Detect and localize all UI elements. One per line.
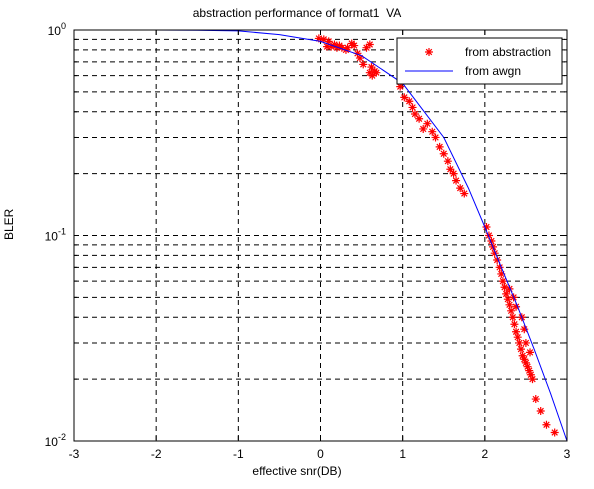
abstraction-point <box>512 302 521 311</box>
abstraction-point <box>405 97 414 106</box>
abstraction-point <box>359 60 368 69</box>
x-tick-label: 0 <box>317 447 324 461</box>
abstraction-point <box>521 338 530 347</box>
abstraction-point <box>400 93 409 102</box>
abstraction-point <box>439 149 448 158</box>
abstraction-point <box>525 366 534 375</box>
abstraction-point <box>452 176 461 185</box>
abstraction-point <box>368 71 377 80</box>
abstraction-point <box>523 362 532 371</box>
abstraction-point <box>435 142 444 151</box>
abstraction-point <box>518 351 527 360</box>
abstraction-point <box>498 277 507 286</box>
abstraction-point <box>428 127 437 136</box>
abstraction-point <box>456 184 465 193</box>
abstraction-point <box>495 263 504 272</box>
abstraction-point <box>365 40 374 49</box>
abstraction-point <box>319 35 328 44</box>
abstraction-point <box>323 42 332 51</box>
data-series <box>74 29 568 442</box>
abstraction-point <box>531 395 540 404</box>
abstraction-point <box>423 119 432 128</box>
abstraction-point <box>415 114 424 123</box>
y-tick-label: 10-2 <box>45 432 66 449</box>
x-tick-label: -2 <box>151 447 162 461</box>
abstraction-point <box>500 283 509 292</box>
abstraction-point <box>512 327 521 336</box>
legend-label: from awgn <box>465 64 521 78</box>
abstraction-point <box>497 269 506 278</box>
legend: from abstraction from awgn <box>396 37 563 85</box>
x-axis-label: effective snr(DB) <box>252 464 342 478</box>
chart-title: abstraction performance of format1 VA <box>192 6 402 20</box>
abstraction-point <box>449 169 458 178</box>
abstraction-point <box>526 370 535 379</box>
x-tick-label: 3 <box>564 447 571 461</box>
y-axis-label: BLER <box>2 208 16 240</box>
abstraction-point <box>327 42 336 51</box>
x-tick-label: 2 <box>481 447 488 461</box>
abstraction-point <box>324 37 333 46</box>
abstraction-point <box>490 249 499 258</box>
abstraction-point <box>520 355 529 364</box>
abstraction-point <box>550 428 559 437</box>
abstraction-point <box>516 345 525 354</box>
x-tick-label: -1 <box>233 447 244 461</box>
abstraction-point <box>513 333 522 342</box>
abstraction-point <box>528 375 537 384</box>
abstraction-point <box>330 40 339 49</box>
abstraction-point <box>507 306 516 315</box>
y-tick-label: 100 <box>48 21 66 38</box>
abstraction-point <box>521 358 530 367</box>
abstraction-point <box>503 295 512 304</box>
abstraction-point <box>482 222 491 231</box>
legend-box <box>396 37 563 85</box>
abstraction-point <box>408 103 417 112</box>
x-tick-label: -3 <box>69 447 80 461</box>
abstraction-point <box>515 338 524 347</box>
abstraction-point <box>419 124 428 133</box>
abstraction-point <box>362 43 371 52</box>
x-tick-label: 1 <box>399 447 406 461</box>
abstraction-point <box>431 133 440 142</box>
abstraction-point <box>510 320 519 329</box>
abstraction-point <box>508 313 517 322</box>
abstraction-point <box>505 300 514 309</box>
abstraction-point <box>502 289 511 298</box>
abstraction-point <box>350 41 359 50</box>
abstraction-point <box>526 348 535 357</box>
abstraction-point <box>367 63 376 72</box>
abstraction-point <box>460 189 469 198</box>
abstraction-point <box>520 325 529 334</box>
y-tick-label: 10-1 <box>45 227 66 244</box>
abstraction-point <box>446 165 455 174</box>
legend-marker-sample <box>425 48 433 56</box>
abstraction-point <box>487 237 496 246</box>
abstraction-point <box>314 34 323 43</box>
axis-ticks: -3 -2 -1 0 1 2 3 100 10-1 10-2 <box>45 21 571 461</box>
awgn-curve <box>74 29 568 442</box>
abstraction-point <box>396 82 405 91</box>
abstraction-point <box>353 49 362 58</box>
abstraction-point <box>355 54 364 63</box>
abstraction-point <box>443 157 452 166</box>
abstraction-point <box>343 43 352 52</box>
legend-label: from abstraction <box>465 45 551 59</box>
grid-lines <box>74 30 567 441</box>
abstraction-point <box>337 43 346 52</box>
abstraction-point <box>536 406 545 415</box>
abstraction-point <box>484 231 493 240</box>
abstraction-point <box>493 255 502 264</box>
abstraction-point <box>372 68 381 77</box>
abstraction-point <box>410 110 419 119</box>
abstraction-point <box>542 420 551 429</box>
abstraction-point <box>505 284 514 293</box>
